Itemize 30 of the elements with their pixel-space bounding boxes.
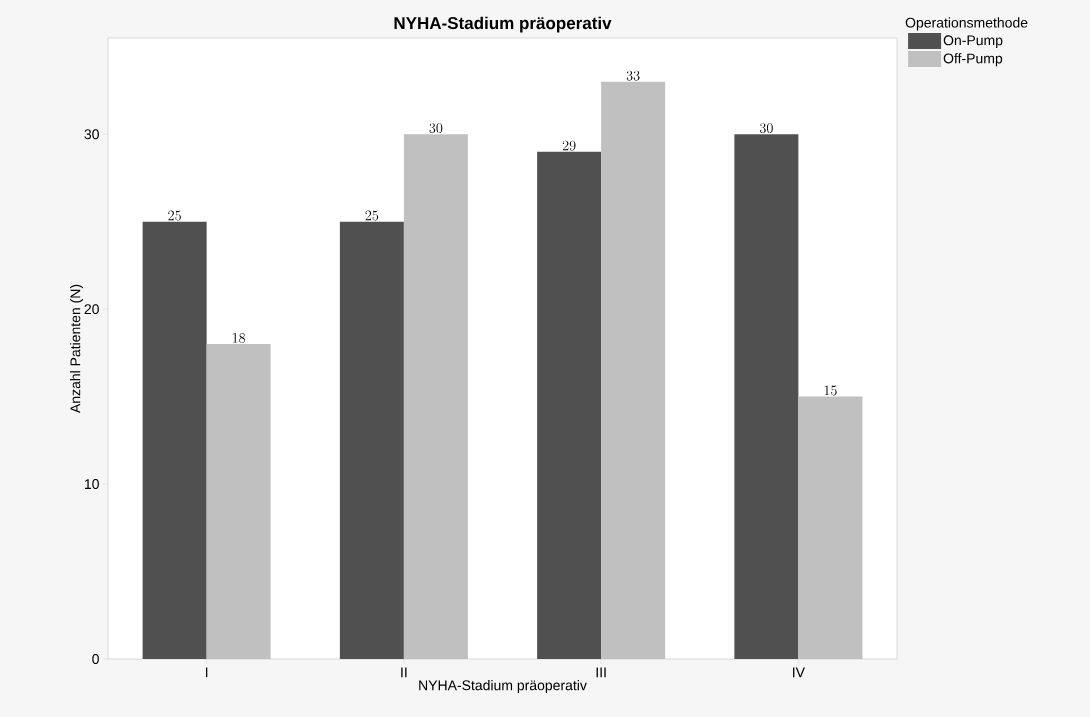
legend-label: Off-Pump xyxy=(943,53,1003,67)
x-tick-label: IV xyxy=(793,667,805,678)
y-tick-label: 10 xyxy=(84,479,99,490)
legend-title: Operationsmethode xyxy=(905,17,1028,31)
data-label: 30 xyxy=(759,123,773,133)
data-label: 29 xyxy=(562,140,576,151)
y-tick-label: 0 xyxy=(92,654,99,664)
data-label: 25 xyxy=(365,210,379,221)
bar xyxy=(537,151,602,659)
y-axis-title: Anzahl Patienten (N) xyxy=(70,284,84,414)
data-label: 18 xyxy=(232,333,246,343)
data-label: 33 xyxy=(626,70,640,81)
bar xyxy=(339,221,404,659)
y-tick-label: 20 xyxy=(84,304,99,315)
data-label: 15 xyxy=(824,385,837,396)
chart-title: NYHA-Stadium präoperativ xyxy=(394,16,612,33)
x-tick-label: I xyxy=(205,667,208,678)
x-tick-label: II xyxy=(401,667,407,678)
y-tick-label: 30 xyxy=(84,129,99,140)
bar xyxy=(601,81,666,659)
bar xyxy=(206,344,271,659)
data-label: 25 xyxy=(168,210,181,221)
bar xyxy=(142,221,207,659)
bar xyxy=(798,396,863,659)
bar xyxy=(734,134,799,659)
x-tick-label: III xyxy=(596,667,606,678)
legend-label: On-Pump xyxy=(943,35,1003,49)
data-label: 30 xyxy=(429,123,443,133)
x-axis-title: NYHA-Stadium präoperativ xyxy=(419,680,587,694)
bar xyxy=(403,134,468,659)
